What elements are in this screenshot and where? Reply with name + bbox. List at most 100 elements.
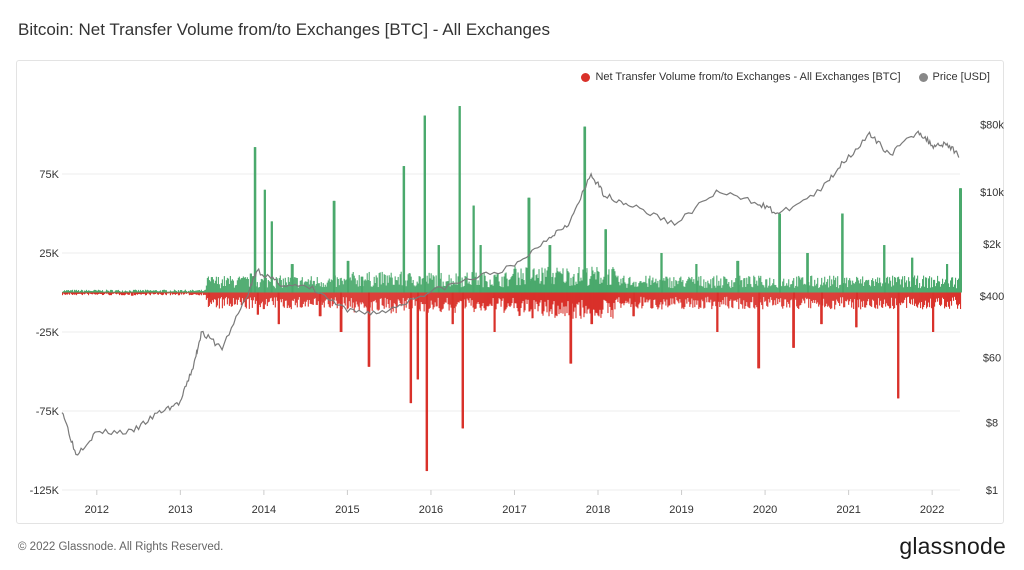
bar-positive	[448, 274, 450, 293]
bar-positive	[622, 277, 624, 293]
bar-positive	[613, 268, 615, 293]
bar-negative	[861, 292, 863, 302]
bar-negative	[157, 292, 159, 295]
bar-negative	[951, 292, 953, 306]
bar-positive	[457, 276, 459, 293]
bar-positive	[76, 290, 79, 293]
bar-negative	[215, 292, 217, 308]
bar-positive	[391, 277, 393, 293]
bar-negative	[399, 292, 401, 303]
bar-negative	[171, 292, 173, 295]
bar-negative	[118, 292, 121, 296]
bar-positive	[729, 286, 731, 293]
bar-positive	[651, 280, 653, 293]
bar-negative	[123, 292, 126, 296]
bar-positive	[412, 279, 414, 293]
bar-positive	[358, 275, 360, 293]
bar-positive	[137, 289, 140, 293]
bar-negative	[645, 292, 647, 303]
bar-positive	[931, 277, 933, 293]
bar-negative	[930, 292, 932, 299]
bar-positive	[108, 291, 111, 293]
bar-positive	[688, 276, 690, 293]
bar-negative	[281, 292, 283, 299]
bar-positive	[541, 267, 543, 293]
bar-negative	[873, 292, 875, 301]
bar-negative	[194, 292, 196, 295]
bar-negative	[384, 292, 386, 298]
bar-negative	[335, 292, 337, 301]
bar-positive	[683, 286, 685, 293]
bar-positive	[592, 270, 594, 293]
bar-positive	[78, 291, 81, 293]
bar-negative	[169, 292, 171, 296]
bar-negative	[743, 292, 745, 301]
bar-negative	[691, 292, 693, 299]
bar-negative	[226, 292, 228, 305]
bar-positive	[325, 286, 327, 293]
bar-negative	[892, 292, 894, 306]
bar-negative	[402, 292, 404, 298]
y-right-tick-label: $80k	[980, 120, 1004, 132]
bar-positive	[327, 280, 329, 293]
bar-negative	[275, 292, 277, 298]
bar-negative	[624, 292, 626, 304]
bar-negative	[597, 292, 599, 316]
bar-positive	[157, 291, 159, 293]
bar-negative	[209, 292, 211, 303]
bar-negative	[870, 292, 872, 307]
bar-negative	[937, 292, 939, 302]
bar-negative	[934, 292, 936, 307]
bar-positive	[432, 275, 434, 293]
bar-positive	[508, 279, 510, 293]
bar-positive	[202, 291, 204, 293]
bar-positive	[625, 283, 627, 293]
bar-positive	[337, 278, 339, 293]
bar-positive	[761, 282, 763, 293]
chart-legend[interactable]: Net Transfer Volume from/to Exchanges - …	[581, 71, 990, 83]
bar-positive	[344, 280, 346, 293]
bar-negative	[886, 292, 888, 304]
bar-positive	[743, 278, 745, 293]
bar-positive	[737, 260, 740, 293]
bar-positive	[104, 291, 107, 293]
bar-negative	[351, 292, 353, 308]
bar-negative	[193, 292, 195, 295]
legend-item-price[interactable]: Price [USD]	[918, 71, 990, 83]
legend-item-net-flow[interactable]: Net Transfer Volume from/to Exchanges - …	[581, 71, 901, 83]
bar-positive	[447, 281, 449, 293]
bar-negative	[227, 292, 229, 299]
bar-positive	[815, 285, 817, 293]
bar-negative	[927, 292, 929, 307]
bar-negative	[944, 292, 946, 309]
bar-positive	[111, 290, 114, 293]
bar-negative	[459, 292, 461, 301]
bar-negative	[221, 292, 223, 309]
bar-negative	[110, 292, 113, 296]
x-tick-label: 2020	[753, 504, 777, 516]
bar-negative	[852, 292, 854, 303]
bar-negative	[801, 292, 803, 303]
bar-positive	[254, 147, 257, 293]
bar-negative	[367, 292, 369, 367]
bar-negative	[836, 292, 838, 300]
bar-positive	[862, 276, 864, 293]
bar-positive	[682, 280, 684, 293]
bar-positive	[948, 283, 950, 293]
bar-negative	[648, 292, 650, 301]
bar-negative	[601, 292, 603, 314]
bar-negative	[248, 292, 250, 309]
bar-positive	[796, 276, 798, 293]
bar-negative	[556, 292, 558, 317]
bar-negative	[292, 292, 294, 301]
bar-positive	[878, 283, 880, 293]
bar-positive	[920, 288, 922, 293]
bar-negative	[679, 292, 681, 300]
bar-negative	[393, 292, 395, 304]
bar-positive	[476, 284, 478, 293]
bar-positive	[679, 277, 681, 293]
bar-negative	[795, 292, 797, 300]
bar-positive	[587, 285, 589, 293]
bar-negative	[936, 292, 938, 299]
bar-negative	[318, 292, 320, 317]
